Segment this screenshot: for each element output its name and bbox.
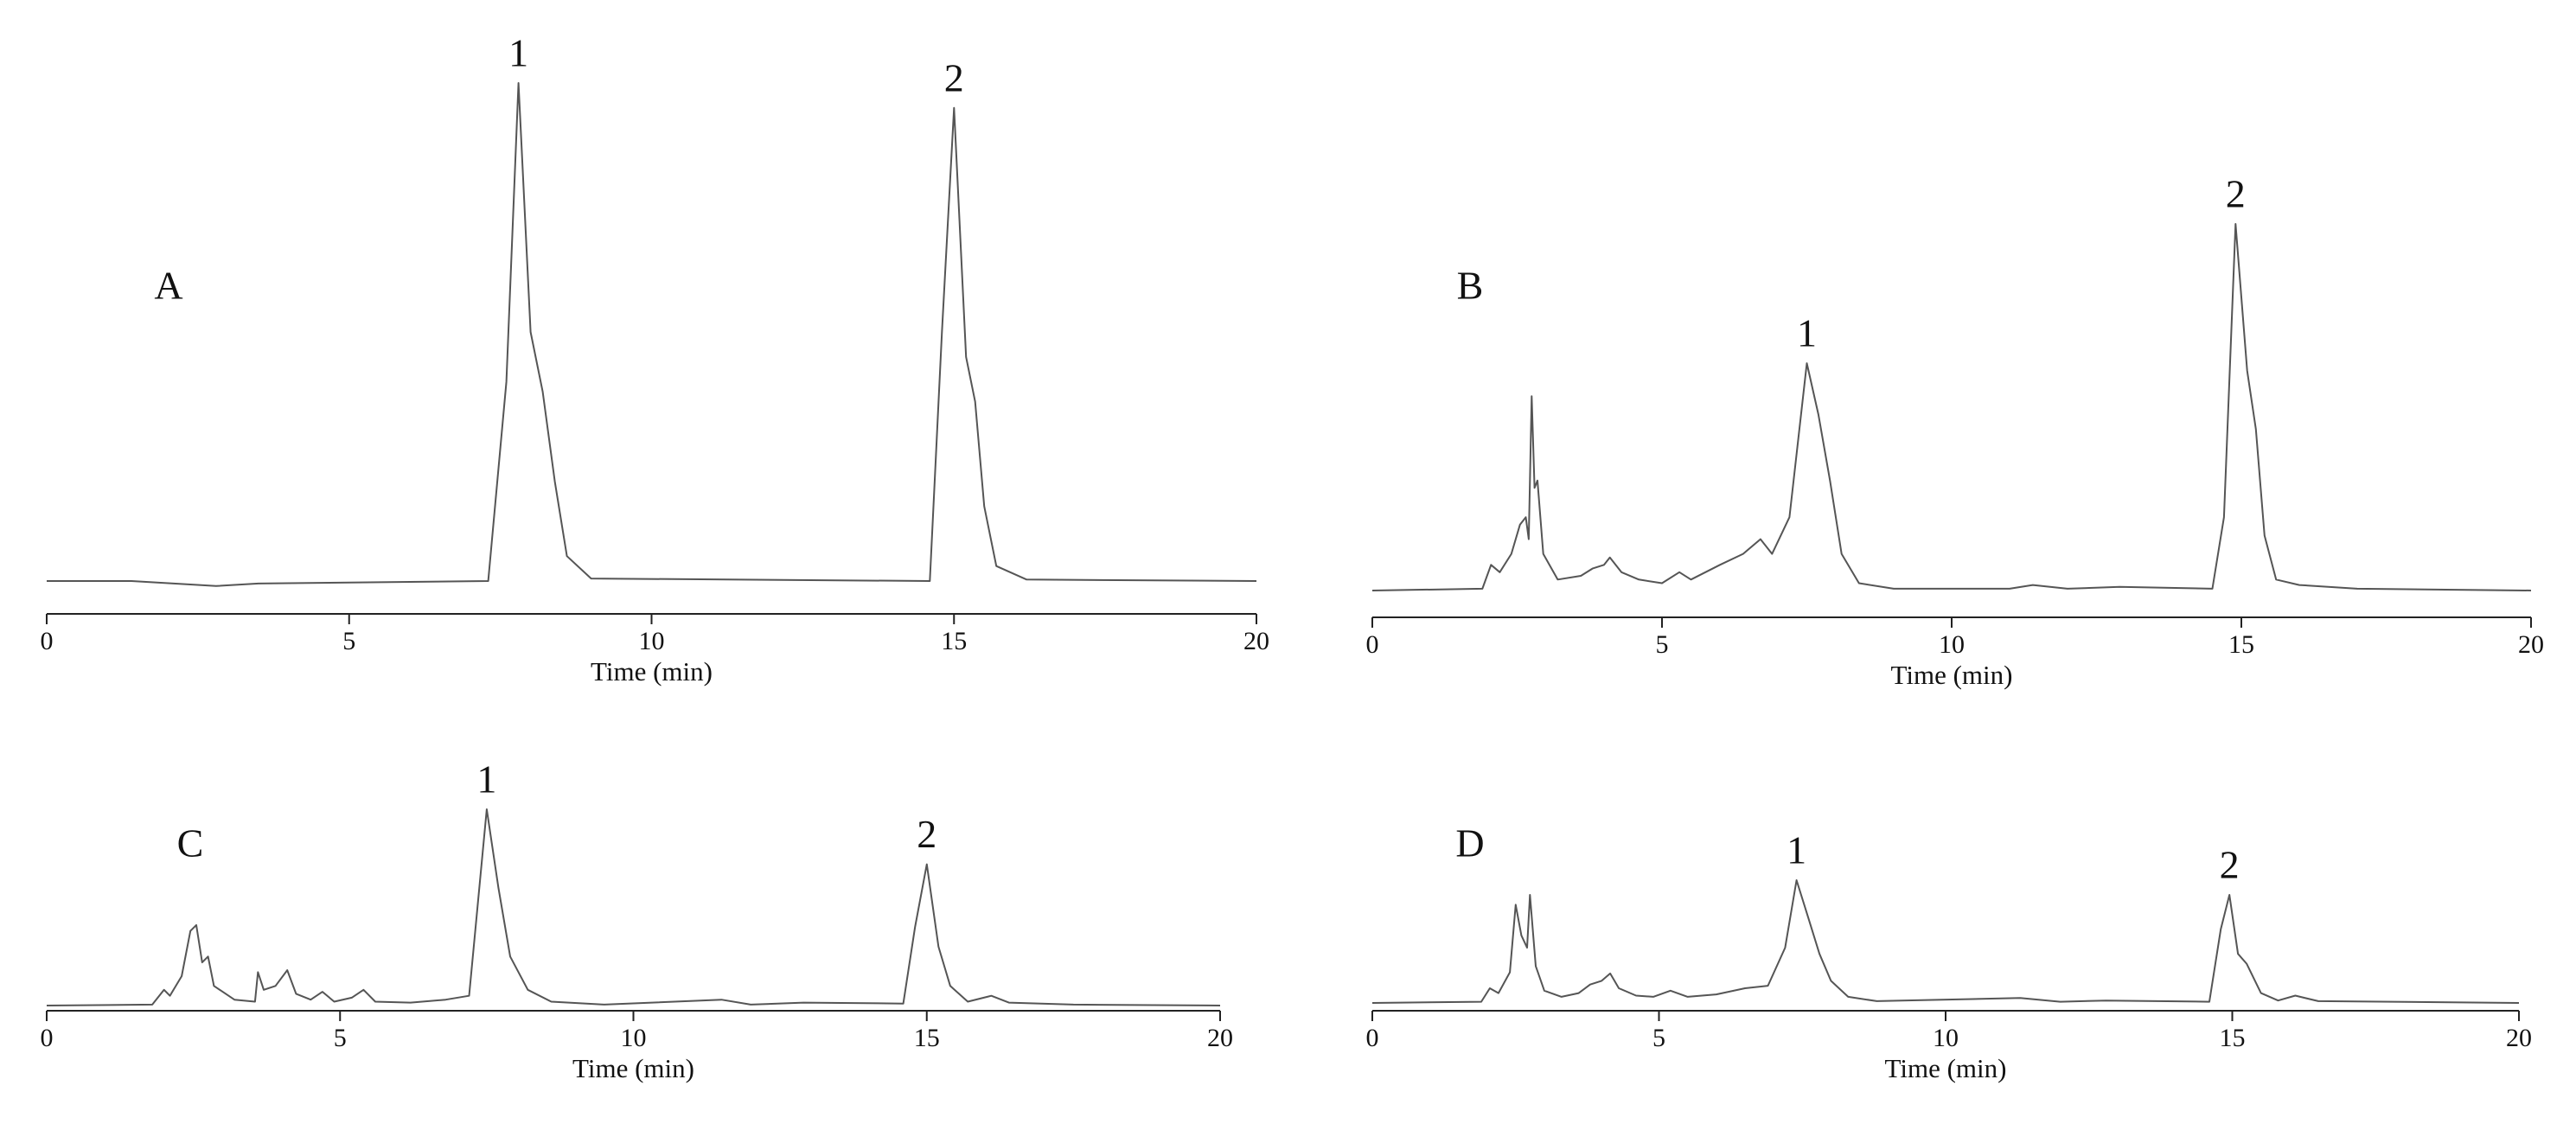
- x-tick-label: 5: [342, 627, 355, 655]
- peak-label: 2: [944, 55, 964, 99]
- x-tick-label: 10: [621, 1024, 647, 1052]
- x-axis-label: Time (min): [591, 656, 713, 687]
- x-tick-label: 20: [1207, 1024, 1233, 1052]
- x-tick-label: 15: [941, 627, 967, 655]
- chromatogram-trace: [46, 808, 1221, 1006]
- chromatogram-trace: [1371, 879, 2520, 1004]
- x-tick-label: 20: [2506, 1024, 2532, 1052]
- x-tick-label: 5: [1652, 1024, 1665, 1052]
- x-tick-label: 15: [2220, 1024, 2246, 1052]
- x-tick-label: 10: [639, 627, 665, 655]
- x-tick-label: 0: [1366, 1024, 1379, 1052]
- chromatogram-trace: [1371, 223, 2532, 591]
- peak-label: 2: [2220, 843, 2240, 887]
- panel-label: C: [177, 821, 204, 865]
- x-tick-label: 5: [334, 1024, 347, 1052]
- x-tick-label: 20: [2518, 630, 2544, 659]
- x-tick-label: 10: [1939, 630, 1965, 659]
- panel-label: B: [1457, 264, 1484, 308]
- x-tick-label: 0: [41, 1024, 54, 1052]
- peak-label: 2: [917, 812, 936, 856]
- peak-label: 2: [2226, 172, 2246, 216]
- peak-label: 1: [1787, 828, 1806, 872]
- x-tick-label: 0: [1366, 630, 1379, 659]
- peak-label: 1: [476, 757, 496, 801]
- x-tick-label: 15: [914, 1024, 940, 1052]
- x-tick-label: 15: [2228, 630, 2254, 659]
- panel-label: D: [1455, 821, 1484, 865]
- panel-label: A: [154, 264, 182, 308]
- peak-label: 1: [508, 31, 528, 75]
- x-axis-label: Time (min): [1885, 1053, 2007, 1083]
- peak-label: 1: [1797, 311, 1817, 355]
- x-tick-label: 0: [41, 627, 54, 655]
- x-axis-label: Time (min): [1891, 660, 2013, 690]
- x-tick-label: 5: [1656, 630, 1669, 659]
- x-tick-label: 10: [1933, 1024, 1959, 1052]
- x-axis-label: Time (min): [572, 1053, 694, 1083]
- chromatogram-trace: [47, 82, 1257, 587]
- x-tick-label: 20: [1243, 627, 1269, 655]
